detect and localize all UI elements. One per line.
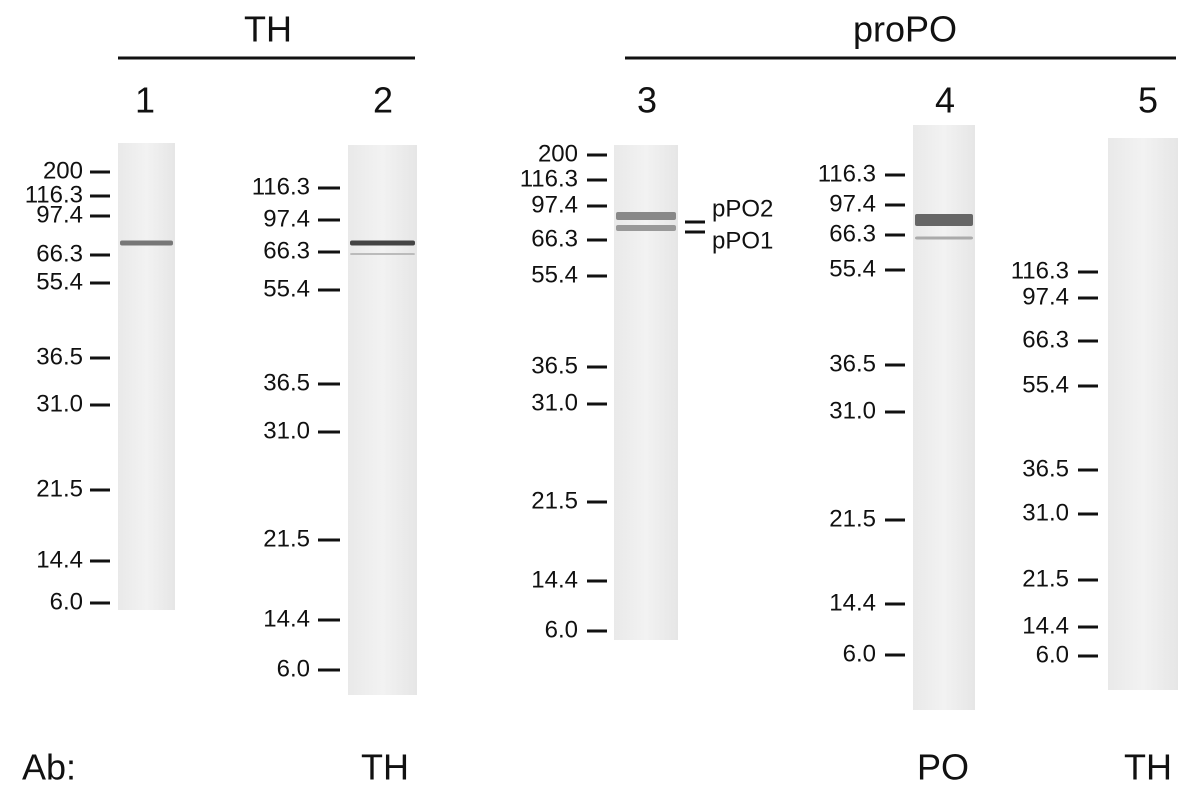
marker-label: 200 xyxy=(43,157,83,184)
antibody-label: TH xyxy=(1124,747,1172,787)
marker-label: 116.3 xyxy=(818,160,876,187)
gel-band xyxy=(915,236,973,240)
marker-label: 55.4 xyxy=(36,268,83,295)
marker-label: 14.4 xyxy=(531,566,578,593)
marker-label: 31.0 xyxy=(36,390,83,417)
marker-label: 14.4 xyxy=(829,589,876,616)
marker-label: 36.5 xyxy=(36,343,83,370)
lane-number: 2 xyxy=(373,80,393,121)
gel-band xyxy=(616,212,676,220)
lane-number: 5 xyxy=(1138,80,1158,121)
marker-label: 31.0 xyxy=(531,389,578,416)
gel-band xyxy=(616,225,676,231)
gel-band xyxy=(350,253,415,255)
marker-label: 21.5 xyxy=(36,475,83,502)
group-label: proPO xyxy=(853,9,957,50)
marker-label: 21.5 xyxy=(531,487,578,514)
marker-label: 14.4 xyxy=(36,546,83,573)
marker-label: 55.4 xyxy=(1022,371,1069,398)
marker-label: 97.4 xyxy=(263,205,310,232)
gel-strip xyxy=(118,143,175,610)
marker-label: 66.3 xyxy=(36,240,83,267)
antibody-label: TH xyxy=(361,747,409,787)
marker-label: 36.5 xyxy=(1022,455,1069,482)
gel-band xyxy=(120,240,173,246)
marker-label: 66.3 xyxy=(1022,326,1069,353)
marker-label: 36.5 xyxy=(531,352,578,379)
marker-label: 36.5 xyxy=(829,350,876,377)
gel-strip xyxy=(348,145,417,695)
marker-label: 21.5 xyxy=(829,505,876,532)
marker-label: 66.3 xyxy=(263,237,310,264)
marker-label: 6.0 xyxy=(277,655,310,682)
marker-label: 116.3 xyxy=(25,181,83,208)
group-label: TH xyxy=(244,9,292,50)
marker-label: 6.0 xyxy=(843,640,876,667)
marker-label: 66.3 xyxy=(829,220,876,247)
lane-number: 4 xyxy=(935,80,955,121)
marker-label: 97.4 xyxy=(531,191,578,218)
band-label: pPO2 xyxy=(712,195,773,222)
marker-label: 21.5 xyxy=(263,525,310,552)
marker-label: 55.4 xyxy=(531,261,578,288)
marker-label: 116.3 xyxy=(252,173,310,200)
marker-label: 14.4 xyxy=(1022,612,1069,639)
gel-strip xyxy=(1108,138,1178,690)
marker-label: 36.5 xyxy=(263,369,310,396)
marker-label: 116.3 xyxy=(520,165,578,192)
marker-label: 55.4 xyxy=(829,255,876,282)
gel-band xyxy=(915,214,973,226)
marker-label: 97.4 xyxy=(1022,283,1069,310)
antibody-heading: Ab: xyxy=(22,747,76,787)
band-label: pPO1 xyxy=(712,227,773,254)
marker-label: 31.0 xyxy=(1022,499,1069,526)
marker-label: 55.4 xyxy=(263,275,310,302)
marker-label: 31.0 xyxy=(263,417,310,444)
gel-band xyxy=(350,240,415,246)
marker-label: 97.4 xyxy=(36,201,83,228)
marker-label: 116.3 xyxy=(1011,257,1069,284)
lane-number: 1 xyxy=(135,80,155,121)
marker-label: 6.0 xyxy=(50,588,83,615)
marker-label: 6.0 xyxy=(1036,641,1069,668)
gel-strip xyxy=(913,125,975,710)
marker-label: 200 xyxy=(538,140,578,167)
marker-label: 14.4 xyxy=(263,605,310,632)
marker-label: 31.0 xyxy=(829,397,876,424)
lane-number: 3 xyxy=(637,80,657,121)
antibody-label: PO xyxy=(917,747,969,787)
marker-label: 66.3 xyxy=(531,225,578,252)
marker-label: 21.5 xyxy=(1022,565,1069,592)
marker-label: 6.0 xyxy=(545,616,578,643)
marker-label: 97.4 xyxy=(829,190,876,217)
